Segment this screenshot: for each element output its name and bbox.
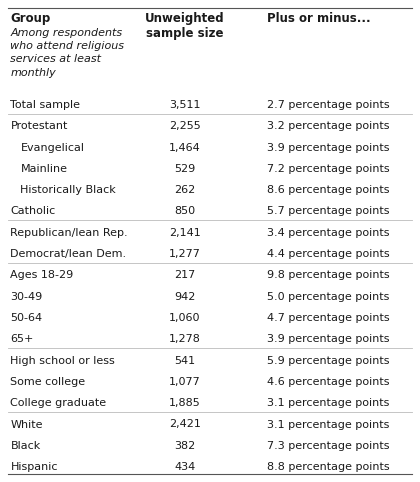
Text: 8.8 percentage points: 8.8 percentage points bbox=[267, 462, 389, 472]
Text: Hispanic: Hispanic bbox=[10, 462, 58, 472]
Text: 9.8 percentage points: 9.8 percentage points bbox=[267, 270, 389, 281]
Text: 3,511: 3,511 bbox=[169, 100, 201, 110]
Text: Unweighted
sample size: Unweighted sample size bbox=[145, 12, 225, 40]
Text: 4.4 percentage points: 4.4 percentage points bbox=[267, 249, 389, 259]
Text: Mainline: Mainline bbox=[21, 164, 68, 174]
Text: 2.7 percentage points: 2.7 percentage points bbox=[267, 100, 389, 110]
Text: 529: 529 bbox=[174, 164, 195, 174]
Text: 434: 434 bbox=[174, 462, 195, 472]
Text: 3.2 percentage points: 3.2 percentage points bbox=[267, 121, 389, 131]
Text: Black: Black bbox=[10, 441, 41, 451]
Text: College graduate: College graduate bbox=[10, 398, 107, 408]
Text: 262: 262 bbox=[174, 185, 195, 195]
Text: Democrat/lean Dem.: Democrat/lean Dem. bbox=[10, 249, 126, 259]
Text: 850: 850 bbox=[174, 206, 195, 216]
Text: 1,464: 1,464 bbox=[169, 143, 201, 153]
Text: Historically Black: Historically Black bbox=[21, 185, 116, 195]
Text: 3.1 percentage points: 3.1 percentage points bbox=[267, 398, 389, 408]
Text: 3.9 percentage points: 3.9 percentage points bbox=[267, 143, 389, 153]
Text: 4.6 percentage points: 4.6 percentage points bbox=[267, 377, 389, 387]
Text: 2,141: 2,141 bbox=[169, 228, 201, 238]
Text: 65+: 65+ bbox=[10, 335, 34, 344]
Text: 1,077: 1,077 bbox=[169, 377, 201, 387]
Text: 1,885: 1,885 bbox=[169, 398, 201, 408]
Text: 5.0 percentage points: 5.0 percentage points bbox=[267, 292, 389, 302]
Text: 217: 217 bbox=[174, 270, 195, 281]
Text: 2,255: 2,255 bbox=[169, 121, 201, 131]
Text: Evangelical: Evangelical bbox=[21, 143, 84, 153]
Text: 3.4 percentage points: 3.4 percentage points bbox=[267, 228, 389, 238]
Text: 5.9 percentage points: 5.9 percentage points bbox=[267, 356, 389, 366]
Text: Plus or minus...: Plus or minus... bbox=[267, 12, 370, 25]
Text: 5.7 percentage points: 5.7 percentage points bbox=[267, 206, 389, 216]
Text: 30-49: 30-49 bbox=[10, 292, 43, 302]
Text: Some college: Some college bbox=[10, 377, 86, 387]
Text: 382: 382 bbox=[174, 441, 195, 451]
Text: 3.1 percentage points: 3.1 percentage points bbox=[267, 419, 389, 429]
Text: Republican/lean Rep.: Republican/lean Rep. bbox=[10, 228, 128, 238]
Text: High school or less: High school or less bbox=[10, 356, 115, 366]
Text: 7.3 percentage points: 7.3 percentage points bbox=[267, 441, 389, 451]
Text: 1,278: 1,278 bbox=[169, 335, 201, 344]
Text: 4.7 percentage points: 4.7 percentage points bbox=[267, 313, 389, 323]
Text: 50-64: 50-64 bbox=[10, 313, 42, 323]
Text: 2,421: 2,421 bbox=[169, 419, 201, 429]
Text: 8.6 percentage points: 8.6 percentage points bbox=[267, 185, 389, 195]
Text: 3.9 percentage points: 3.9 percentage points bbox=[267, 335, 389, 344]
Text: Protestant: Protestant bbox=[10, 121, 68, 131]
Text: 541: 541 bbox=[174, 356, 195, 366]
Text: Group: Group bbox=[10, 12, 51, 25]
Text: 1,277: 1,277 bbox=[169, 249, 201, 259]
Text: Ages 18-29: Ages 18-29 bbox=[10, 270, 74, 281]
Text: 1,060: 1,060 bbox=[169, 313, 201, 323]
Text: Among respondents
who attend religious
services at least
monthly: Among respondents who attend religious s… bbox=[10, 28, 124, 78]
Text: 7.2 percentage points: 7.2 percentage points bbox=[267, 164, 389, 174]
Text: 942: 942 bbox=[174, 292, 195, 302]
Text: Total sample: Total sample bbox=[10, 100, 81, 110]
Text: White: White bbox=[10, 419, 43, 429]
Text: Catholic: Catholic bbox=[10, 206, 56, 216]
